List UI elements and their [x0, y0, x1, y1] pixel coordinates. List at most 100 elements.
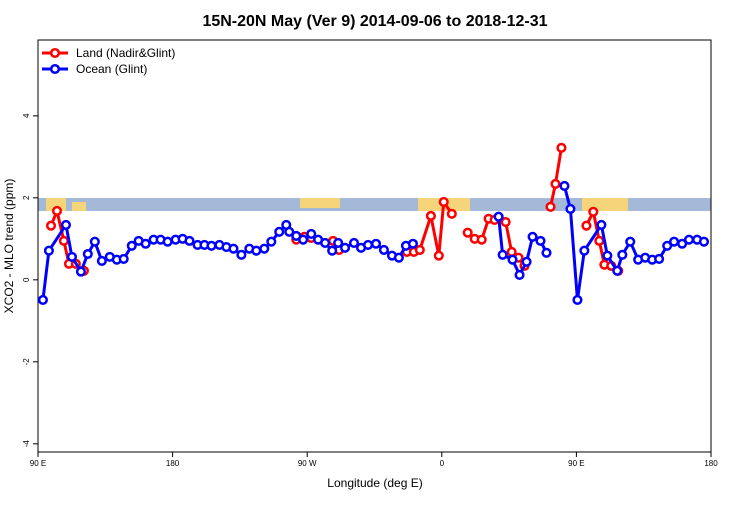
data-point: [126, 240, 137, 251]
plot-frame: [37, 39, 712, 453]
data-point: [306, 228, 317, 239]
data-point: [58, 235, 69, 246]
land-patch: [582, 198, 628, 211]
y-tick-label: -4: [22, 440, 31, 448]
data-point: [284, 226, 295, 237]
data-point: [89, 236, 100, 247]
data-point: [521, 256, 532, 267]
data-point: [612, 265, 623, 276]
data-point: [251, 245, 262, 256]
y-tick-label: 2: [22, 195, 31, 200]
data-point: [378, 244, 389, 255]
data-point: [43, 245, 54, 256]
legend: Land (Nadir&Glint) Ocean (Glint): [42, 46, 175, 76]
data-point: [550, 178, 561, 189]
data-point: [266, 236, 277, 247]
data-point: [588, 206, 599, 217]
data-point: [414, 244, 425, 255]
land-patch: [46, 198, 66, 211]
data-point: [514, 269, 525, 280]
data-point: [527, 231, 538, 242]
data-point: [698, 236, 710, 247]
data-point: [274, 226, 285, 237]
data-point: [677, 238, 688, 249]
data-point: [654, 253, 665, 264]
land-patch: [72, 202, 86, 211]
legend-label: Ocean (Glint): [76, 62, 147, 76]
data-point: [407, 238, 418, 249]
x-tick-label: 90 W: [298, 459, 317, 468]
data-point: [462, 227, 473, 238]
data-point: [37, 294, 48, 305]
data-point: [363, 239, 374, 251]
x-tick-label: 180: [166, 459, 180, 468]
data-point: [572, 294, 583, 305]
data-point: [493, 211, 504, 222]
data-point: [662, 240, 673, 251]
data-point: [545, 201, 556, 212]
y-tick-label: 4: [22, 113, 31, 118]
x-tick-label: 90 E: [568, 459, 584, 468]
data-point: [184, 235, 195, 246]
land-patch: [300, 198, 340, 208]
data-point: [339, 242, 351, 253]
data-point: [507, 254, 518, 265]
data-point: [140, 238, 151, 249]
chart-title: 15N-20N May (Ver 9) 2014-09-06 to 2018-1…: [202, 13, 547, 30]
y-tick-label: -2: [22, 358, 31, 366]
data-point: [433, 250, 444, 261]
y-axis-label: XCO2 - MLO trend (ppm): [2, 179, 16, 314]
data-point: [669, 236, 680, 247]
data-point: [45, 220, 57, 231]
x-tick-label: 180: [704, 459, 718, 468]
ocean-band: [38, 198, 711, 211]
data-point: [51, 205, 63, 216]
legend-marker: [49, 63, 61, 75]
data-point: [320, 237, 331, 248]
legend-marker: [49, 47, 61, 59]
data-point: [476, 234, 487, 245]
data-point: [393, 252, 404, 263]
data-point: [559, 180, 570, 191]
data-point: [594, 235, 605, 246]
data-point: [683, 234, 695, 245]
data-point: [82, 248, 93, 260]
x-tick-label: 0: [440, 459, 445, 468]
data-point: [579, 245, 590, 256]
data-point: [446, 208, 457, 219]
data-point: [259, 243, 270, 254]
data-point: [236, 249, 247, 260]
data-point: [541, 247, 552, 258]
data-point: [96, 255, 107, 267]
data-point: [60, 219, 72, 230]
data-point: [162, 236, 173, 247]
data-point: [75, 266, 86, 277]
data-point: [596, 219, 607, 230]
data-point: [425, 210, 436, 221]
data-point: [206, 240, 217, 251]
data-point: [617, 249, 628, 260]
data-point: [438, 196, 449, 207]
data-point: [602, 250, 613, 261]
data-point: [565, 203, 576, 214]
data-point: [327, 245, 338, 256]
data-point: [298, 234, 309, 245]
data-point: [625, 236, 636, 247]
data-point: [348, 237, 360, 248]
data-point: [333, 237, 344, 248]
data-point: [497, 249, 508, 260]
x-tick-label: 90 E: [30, 459, 46, 468]
data-point: [581, 220, 592, 231]
data-point: [506, 246, 517, 257]
data-point: [556, 142, 567, 153]
data-point: [118, 253, 129, 264]
data-point: [500, 216, 511, 228]
data-point: [535, 235, 546, 246]
data-point: [370, 238, 382, 249]
surface-band: [38, 198, 711, 211]
y-tick-label: 0: [22, 277, 31, 282]
data-point: [66, 251, 77, 262]
data-point: [228, 243, 239, 254]
x-axis-label: Longitude (deg E): [327, 476, 422, 490]
